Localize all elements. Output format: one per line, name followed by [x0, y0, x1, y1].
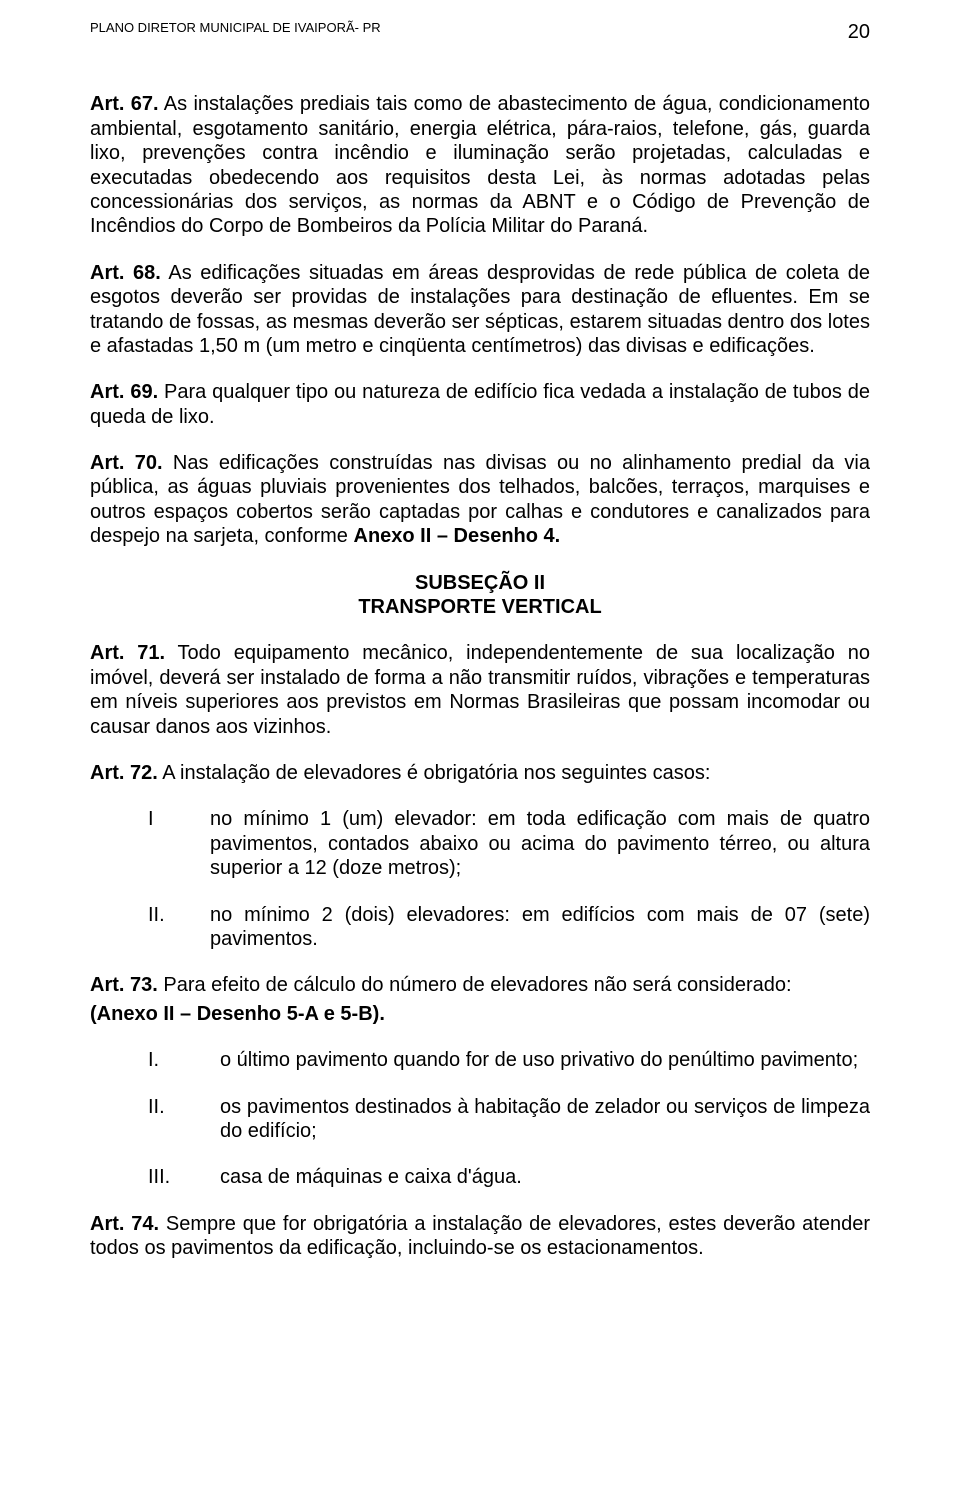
article-69: Art. 69. Para qualquer tipo ou natureza … [90, 380, 870, 429]
subsection-line2: TRANSPORTE VERTICAL [90, 595, 870, 619]
article-label: Art. 69. [90, 381, 158, 403]
subsection-line1: SUBSEÇÃO II [90, 571, 870, 595]
article-74: Art. 74. Sempre que for obrigatória a in… [90, 1212, 870, 1261]
article-73-annex: (Anexo II – Desenho 5-A e 5-B). [90, 1002, 870, 1026]
header-title: PLANO DIRETOR MUNICIPAL DE IVAIPORÃ- PR [90, 20, 381, 36]
article-text: Sempre que for obrigatória a instalação … [90, 1213, 870, 1259]
annex-reference: (Anexo II – Desenho 5-A e 5-B). [90, 1003, 385, 1025]
article-text: Para qualquer tipo ou natureza de edifíc… [90, 381, 870, 427]
list-item: II. no mínimo 2 (dois) elevadores: em ed… [90, 903, 870, 952]
list-text: o último pavimento quando for de uso pri… [220, 1048, 870, 1072]
article-label: Art. 67. [90, 93, 159, 115]
article-73: Art. 73. Para efeito de cálculo do númer… [90, 973, 870, 997]
page-header: PLANO DIRETOR MUNICIPAL DE IVAIPORÃ- PR … [90, 20, 870, 44]
annex-reference: Anexo II – Desenho 4. [354, 525, 561, 547]
article-text: Todo equipamento mecânico, independentem… [90, 642, 870, 737]
list-text: no mínimo 2 (dois) elevadores: em edifíc… [210, 903, 870, 952]
subsection-heading: SUBSEÇÃO II TRANSPORTE VERTICAL [90, 571, 870, 620]
article-label: Art. 70. [90, 452, 163, 474]
document-page: PLANO DIRETOR MUNICIPAL DE IVAIPORÃ- PR … [0, 0, 960, 1511]
article-73-list: I. o último pavimento quando for de uso … [90, 1048, 870, 1190]
article-68: Art. 68. As edificações situadas em área… [90, 261, 870, 359]
article-72: Art. 72. A instalação de elevadores é ob… [90, 761, 870, 785]
article-67: Art. 67. As instalações prediais tais co… [90, 92, 870, 238]
list-text: casa de máquinas e caixa d'água. [220, 1165, 870, 1189]
article-label: Art. 71. [90, 642, 165, 664]
list-marker: III. [90, 1165, 220, 1189]
article-text: A instalação de elevadores é obrigatória… [158, 762, 711, 784]
list-text: no mínimo 1 (um) elevador: em toda edifi… [210, 807, 870, 880]
article-text: As instalações prediais tais como de aba… [90, 93, 870, 237]
article-text: As edificações situadas em áreas desprov… [90, 262, 870, 357]
article-text: Para efeito de cálculo do número de elev… [158, 974, 792, 996]
article-label: Art. 73. [90, 974, 158, 996]
list-item: III. casa de máquinas e caixa d'água. [90, 1165, 870, 1189]
article-72-list: I no mínimo 1 (um) elevador: em toda edi… [90, 807, 870, 951]
article-70: Art. 70. Nas edificações construídas nas… [90, 451, 870, 549]
list-marker: II. [90, 1095, 220, 1119]
article-label: Art. 72. [90, 762, 158, 784]
list-marker: II. [90, 903, 210, 927]
list-item: I. o último pavimento quando for de uso … [90, 1048, 870, 1072]
article-71: Art. 71. Todo equipamento mecânico, inde… [90, 641, 870, 739]
page-number: 20 [848, 20, 870, 44]
article-label: Art. 74. [90, 1213, 159, 1235]
list-text: os pavimentos destinados à habitação de … [220, 1095, 870, 1144]
list-item: II. os pavimentos destinados à habitação… [90, 1095, 870, 1144]
list-marker: I. [90, 1048, 220, 1072]
article-label: Art. 68. [90, 262, 161, 284]
list-marker: I [90, 807, 210, 831]
list-item: I no mínimo 1 (um) elevador: em toda edi… [90, 807, 870, 880]
